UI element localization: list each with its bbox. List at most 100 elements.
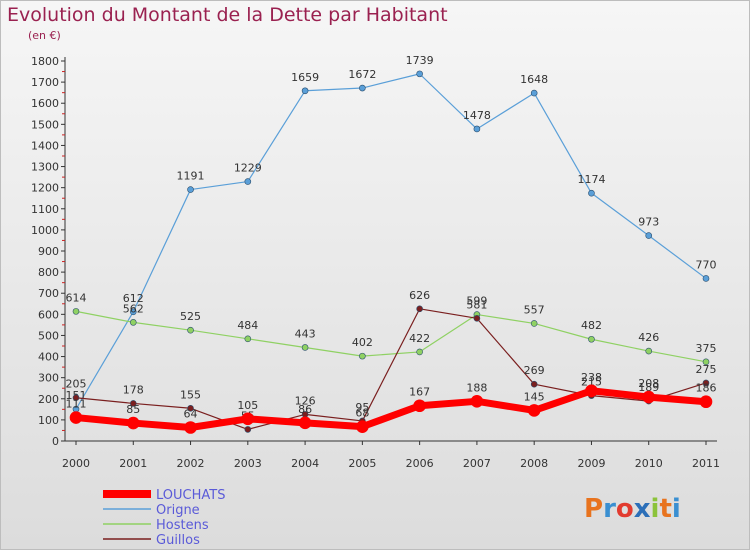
- chart-title: Evolution du Montant de la Dette par Hab…: [7, 4, 448, 26]
- data-label-origne: 1174: [577, 173, 605, 186]
- y-tick-label: 400: [38, 351, 59, 364]
- data-label-louchats: 68: [355, 407, 369, 420]
- x-tick-label: 2002: [177, 457, 205, 470]
- data-point-louchats: [184, 421, 197, 434]
- data-point-louchats: [642, 390, 656, 404]
- data-point-origne: [129, 308, 137, 316]
- data-point-louchats: [470, 395, 484, 408]
- data-label-origne: 1229: [234, 162, 262, 175]
- proxiti-logo: Proxiti: [584, 494, 681, 524]
- legend-label-hostens: Hostens: [156, 518, 209, 533]
- y-tick-label: 800: [38, 266, 59, 279]
- data-label-guillos: 269: [524, 364, 545, 377]
- data-label-louchats: 105: [237, 399, 258, 412]
- y-tick-label: 1700: [31, 76, 59, 89]
- x-tick-label: 2001: [119, 457, 147, 470]
- data-point-louchats: [69, 411, 83, 424]
- data-point-hostens: [301, 344, 309, 351]
- data-point-origne: [301, 87, 309, 95]
- data-label-guillos: 581: [466, 298, 487, 311]
- data-label-louchats: 238: [581, 371, 602, 384]
- data-label-origne: 1478: [463, 109, 491, 122]
- x-tick-label: 2006: [406, 457, 434, 470]
- data-point-louchats: [126, 416, 140, 430]
- data-label-hostens: 426: [638, 331, 659, 344]
- legend-label-louchats: LOUCHATS: [156, 488, 225, 503]
- data-label-louchats: 145: [524, 390, 545, 403]
- data-point-origne: [702, 275, 710, 282]
- data-point-hostens: [645, 347, 653, 355]
- data-label-louchats: 86: [298, 403, 312, 416]
- data-point-origne: [473, 125, 481, 133]
- data-label-hostens: 562: [123, 302, 144, 315]
- x-tick-label: 2000: [62, 457, 90, 470]
- y-tick-label: 300: [38, 372, 59, 385]
- data-point-guillos: [473, 315, 481, 322]
- data-point-origne: [187, 186, 194, 193]
- data-point-guillos: [187, 404, 194, 412]
- series-line-louchats: [72, 387, 710, 431]
- data-point-origne: [244, 178, 252, 185]
- data-point-guillos: [702, 379, 710, 387]
- data-label-louchats: 111: [66, 398, 87, 411]
- legend-label-origne: Origne: [156, 503, 200, 518]
- series-line-origne: [75, 73, 707, 410]
- data-label-guillos: 178: [123, 383, 144, 396]
- data-point-louchats: [298, 416, 312, 430]
- data-point-hostens: [129, 319, 137, 326]
- y-tick-label: 500: [38, 329, 59, 342]
- data-label-hostens: 557: [524, 303, 545, 316]
- y-tick-label: 200: [38, 393, 59, 406]
- data-point-origne: [645, 232, 653, 239]
- legend-label-guillos: Guillos: [156, 533, 200, 548]
- data-label-hostens: 599: [466, 295, 487, 308]
- data-label-guillos: 275: [696, 363, 717, 376]
- data-label-origne: 1739: [406, 54, 434, 67]
- data-point-hostens: [244, 335, 252, 343]
- data-point-hostens: [187, 326, 194, 334]
- data-label-origne: 612: [123, 292, 144, 305]
- data-point-louchats: [585, 384, 598, 398]
- data-label-hostens: 482: [581, 319, 602, 332]
- data-label-louchats: 188: [466, 381, 487, 394]
- data-point-louchats: [413, 399, 426, 413]
- data-label-guillos: 626: [409, 289, 430, 302]
- data-label-origne: 1648: [520, 73, 548, 86]
- data-point-hostens: [530, 320, 538, 327]
- data-label-hostens: 525: [180, 310, 201, 323]
- data-point-origne: [530, 89, 538, 97]
- data-label-hostens: 375: [696, 342, 717, 355]
- y-tick-label: 600: [38, 308, 59, 321]
- y-tick-label: 1600: [31, 97, 59, 110]
- data-point-guillos: [129, 400, 137, 407]
- y-tick-label: 900: [38, 245, 59, 258]
- data-label-guillos: 189: [638, 381, 659, 394]
- x-tick-label: 2004: [291, 457, 319, 470]
- data-label-guillos: 95: [355, 401, 369, 414]
- x-tick-label: 2009: [577, 457, 605, 470]
- x-tick-label: 2011: [692, 457, 720, 470]
- data-point-hostens: [416, 348, 423, 356]
- y-tick-label: 700: [38, 287, 59, 300]
- data-label-hostens: 443: [295, 327, 316, 340]
- data-point-louchats: [699, 395, 713, 409]
- data-point-louchats: [527, 404, 541, 417]
- y-tick-label: 1300: [31, 161, 59, 174]
- data-label-guillos: 126: [295, 394, 316, 407]
- data-label-guillos: 155: [180, 388, 201, 401]
- data-label-louchats: 186: [696, 382, 717, 395]
- data-point-hostens: [702, 358, 710, 366]
- y-tick-label: 100: [38, 414, 59, 427]
- data-point-guillos: [244, 426, 252, 433]
- data-point-guillos: [530, 380, 538, 388]
- data-label-louchats: 167: [409, 386, 430, 399]
- y-tick-label: 1800: [31, 55, 59, 68]
- x-tick-label: 2010: [635, 457, 663, 470]
- data-point-hostens: [588, 335, 595, 343]
- data-point-guillos: [72, 394, 80, 402]
- data-label-hostens: 422: [409, 332, 430, 345]
- data-label-hostens: 614: [66, 291, 87, 304]
- data-label-louchats: 208: [638, 377, 659, 390]
- x-tick-label: 2007: [463, 457, 491, 470]
